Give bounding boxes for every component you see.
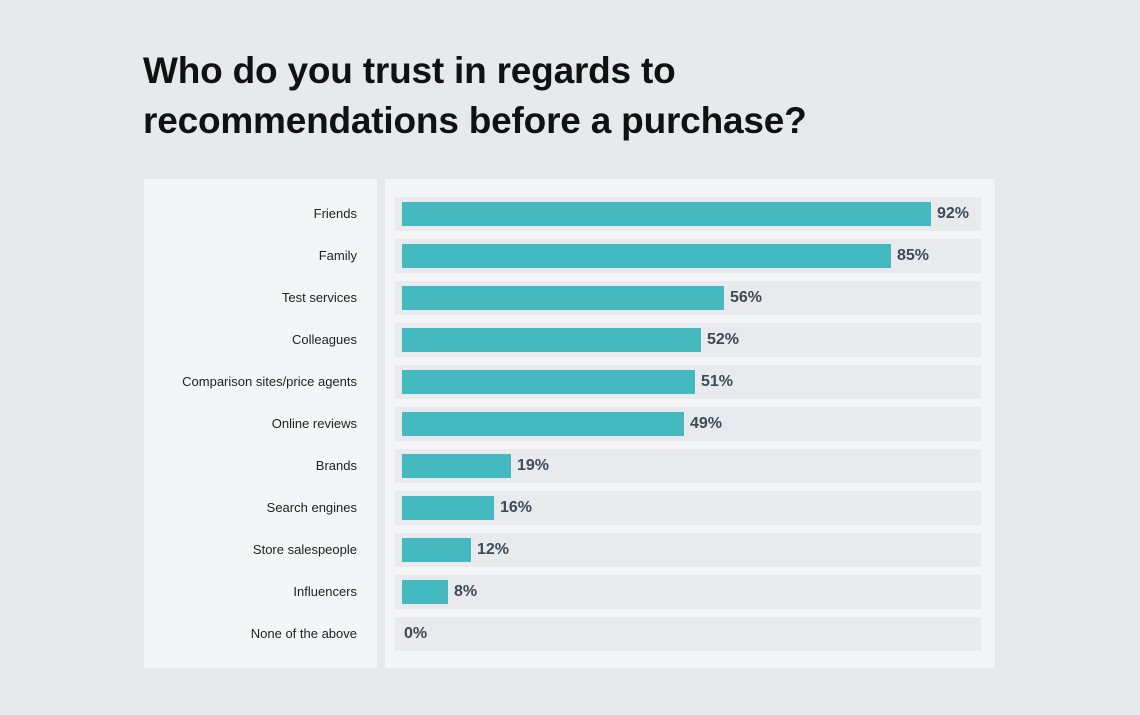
bar-track: 51% — [395, 365, 981, 399]
category-label: Test services — [281, 290, 357, 305]
value-label: 8% — [454, 583, 478, 600]
value-label: 85% — [897, 247, 930, 264]
bar-track: 19% — [395, 449, 981, 483]
value-label: 12% — [477, 541, 510, 558]
bar — [402, 286, 724, 310]
bar — [402, 538, 471, 562]
value-label: 92% — [937, 205, 970, 222]
bar — [402, 580, 448, 604]
category-label: Search engines — [266, 500, 357, 515]
value-label: 0% — [404, 625, 428, 642]
category-label: Colleagues — [291, 332, 357, 347]
bar-track: 16% — [395, 491, 981, 525]
category-label: Store salespeople — [252, 542, 357, 557]
bar — [402, 454, 511, 478]
bar — [402, 412, 684, 436]
bar-track: 49% — [395, 407, 981, 441]
bar — [402, 496, 494, 520]
bar-track: 12% — [395, 533, 981, 567]
value-label: 49% — [690, 415, 723, 432]
value-label: 16% — [500, 499, 533, 516]
category-label: Family — [318, 248, 357, 263]
category-label: Friends — [313, 206, 357, 221]
bar-track: 8% — [395, 575, 981, 609]
value-label: 51% — [701, 373, 734, 390]
value-label: 56% — [730, 289, 763, 306]
bar-plot-area: 92% 85% 56% 52% 51% 49% 19% 16% 12% 8% 0% — [385, 179, 995, 668]
category-label: Online reviews — [271, 416, 357, 431]
bar-track: 85% — [395, 239, 981, 273]
value-label: 52% — [707, 331, 740, 348]
category-label: Brands — [315, 458, 357, 473]
bar — [402, 370, 695, 394]
bar-track: 52% — [395, 323, 981, 357]
bar — [402, 202, 931, 226]
bar-track: 0% — [395, 617, 981, 651]
bar — [402, 244, 891, 268]
category-label: Influencers — [293, 584, 357, 599]
bar-track: 92% — [395, 197, 981, 231]
category-label: Comparison sites/price agents — [182, 374, 357, 389]
category-label: None of the above — [250, 626, 357, 641]
value-label: 19% — [517, 457, 550, 474]
bar — [402, 328, 701, 352]
category-label-panel: Friends Family Test services Colleagues Comp… — [144, 179, 377, 668]
bar-track: 56% — [395, 281, 981, 315]
chart-title: Who do you trust in regards to recommend… — [143, 50, 807, 141]
